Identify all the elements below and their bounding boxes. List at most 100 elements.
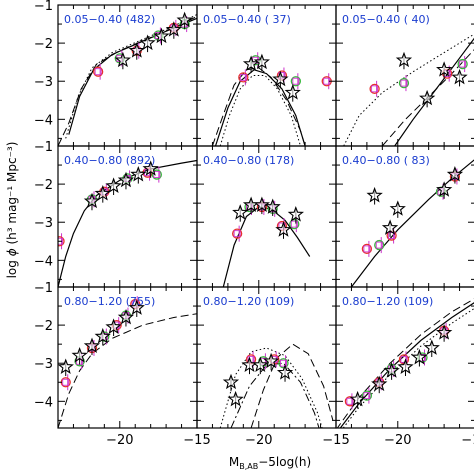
data-point-circle: [361, 243, 373, 255]
panel-3: 0.05−0.40 ( 40): [335, 4, 474, 147]
y-tick-label: −2: [34, 319, 53, 334]
data-point-circle: [238, 72, 249, 83]
data-point-star: [142, 160, 159, 176]
y-tick-label: −3: [34, 357, 53, 372]
data-point-star: [411, 348, 428, 365]
data-point-star: [397, 358, 414, 374]
panel-5: 0.40−0.80 (178): [196, 145, 337, 288]
data-point-circle: [361, 390, 373, 401]
y-axis-title: log ϕ (h³ mag⁻¹ Mpc⁻³): [5, 142, 19, 279]
data-point-star: [272, 70, 289, 87]
data-point-circle: [278, 358, 289, 369]
data-point-star: [114, 51, 131, 68]
data-point-square: [346, 397, 354, 405]
data-point-star: [130, 166, 147, 182]
y-tick-label: −2: [34, 37, 53, 52]
data-point-star: [436, 61, 453, 77]
data-point-star: [383, 362, 400, 378]
panel-redshift-label: 0.80−1.20 (109): [203, 295, 294, 308]
x-tick-label: −20: [384, 433, 411, 448]
x-tick-label: −15: [183, 433, 210, 448]
data-point-circle: [398, 77, 410, 89]
data-point-star: [242, 55, 260, 71]
y-tick-label: −4: [34, 254, 53, 269]
y-tick-label: −4: [34, 395, 53, 410]
data-point-star: [117, 308, 135, 325]
data-point-star: [276, 364, 294, 380]
data-point-square: [292, 77, 300, 85]
data-point-star: [227, 390, 244, 407]
model-curve-dashed: [58, 15, 197, 146]
data-point-star: [222, 373, 240, 390]
model-curve-dotted: [343, 33, 474, 146]
data-point-star: [436, 181, 453, 197]
y-tick-label: −3: [34, 75, 53, 90]
data-point-star: [83, 337, 101, 353]
data-point-star: [264, 198, 281, 214]
data-point-star: [435, 324, 453, 340]
panel-redshift-label: 0.40−0.80 (892): [64, 154, 155, 167]
data-point-circle: [232, 228, 243, 239]
data-point-circle: [374, 239, 385, 251]
data-point-circle: [369, 83, 380, 94]
y-tick-label: −1: [34, 281, 53, 296]
data-point-circle: [151, 169, 162, 180]
x-tick-label: −20: [245, 433, 272, 448]
panel-frame: [196, 145, 337, 288]
data-point-star: [128, 42, 145, 58]
data-point-square: [363, 392, 371, 400]
data-point-star: [275, 221, 292, 237]
model-curve-dashed: [336, 298, 474, 428]
data-point-star: [451, 68, 468, 85]
data-point-circle: [93, 66, 104, 77]
data-point-square: [94, 68, 102, 76]
x-tick-label: −20: [106, 433, 133, 448]
panel-redshift-label: 0.05−0.40 ( 37): [203, 13, 291, 26]
data-point-star: [117, 171, 135, 188]
data-point-star: [94, 184, 111, 201]
model-curve-dashed: [58, 313, 197, 428]
panel-7: 0.80−1.20 (755) −2 −3 −4 −1 −20 −15: [34, 281, 211, 448]
data-point-square: [233, 230, 241, 238]
data-point-square: [400, 79, 408, 87]
data-point-square: [58, 237, 63, 245]
data-point-star: [446, 166, 464, 182]
data-point-star: [263, 352, 280, 369]
model-curve-dashed: [211, 67, 306, 146]
data-point-square: [280, 359, 287, 367]
data-point-star: [128, 299, 145, 315]
data-point-square: [375, 241, 383, 249]
panel-frame: [335, 286, 474, 429]
data-point-square: [239, 73, 247, 81]
data-point-star: [94, 327, 111, 344]
data-point-star: [253, 53, 270, 70]
panel-redshift-label: 0.05−0.40 ( 40): [342, 13, 430, 26]
y-tick-label: −1: [34, 0, 53, 14]
data-point-star: [232, 204, 249, 220]
data-point-square: [388, 232, 396, 240]
panel-redshift-label: 0.05−0.40 (482): [64, 13, 155, 26]
data-point-star: [423, 339, 440, 355]
panel-redshift-label: 0.80−1.20 (755): [64, 295, 155, 308]
data-point-star: [83, 192, 101, 209]
data-point-star: [366, 186, 383, 203]
data-point-circle: [457, 58, 468, 70]
data-point-star: [139, 34, 156, 51]
panel-frame: [335, 145, 474, 288]
panel-9: 0.80−1.20 (109) −20 −15: [335, 286, 474, 448]
data-point-star: [105, 177, 122, 193]
data-point-star: [287, 206, 304, 222]
data-point-square: [62, 378, 70, 386]
x-tick-label: −15: [461, 433, 474, 448]
panel-4: 0.40−0.80 (892) −2 −3 −4 −1: [34, 140, 198, 288]
data-point-circle: [290, 76, 301, 87]
model-curve-solid: [394, 37, 474, 146]
data-point-star: [284, 84, 301, 100]
panel-2: 0.05−0.40 ( 37): [196, 4, 337, 147]
data-point-square: [371, 85, 379, 93]
data-point-star: [371, 375, 388, 392]
data-point-square: [459, 60, 467, 68]
panel-redshift-label: 0.40−0.80 ( 83): [342, 154, 430, 167]
data-point-square: [153, 171, 161, 179]
